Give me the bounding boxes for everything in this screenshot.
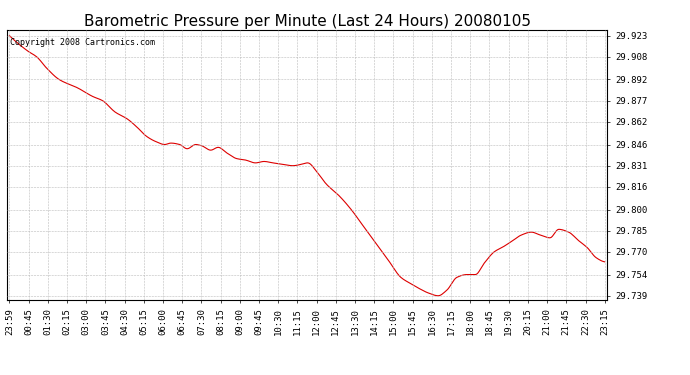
Text: Copyright 2008 Cartronics.com: Copyright 2008 Cartronics.com bbox=[10, 38, 155, 47]
Title: Barometric Pressure per Minute (Last 24 Hours) 20080105: Barometric Pressure per Minute (Last 24 … bbox=[83, 14, 531, 29]
